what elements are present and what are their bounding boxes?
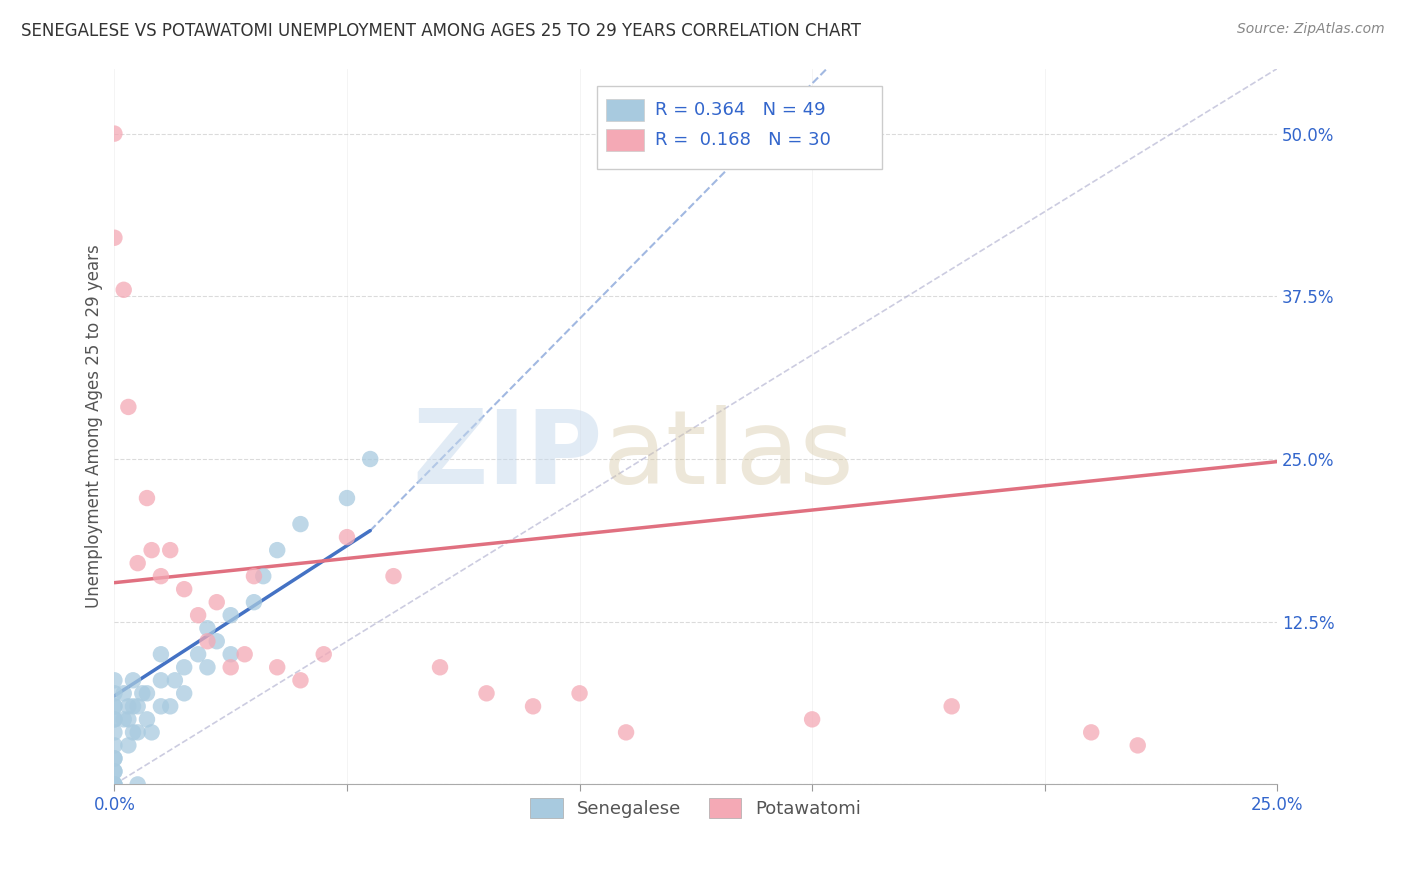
Point [103,777,125,791]
Point [136,491,159,505]
Point [112,283,135,297]
Point [149,673,172,688]
Point [614,725,637,739]
Point [149,647,172,661]
Point [197,621,219,635]
Point [122,673,145,688]
Point [149,569,172,583]
Point [219,660,242,674]
Point [1126,739,1149,753]
Point [159,543,181,558]
Point [429,660,451,674]
Point [103,673,125,688]
Point [103,764,125,779]
Text: R =  0.168   N = 30: R = 0.168 N = 30 [655,131,831,149]
Point [103,777,125,791]
Point [173,686,195,700]
Point [266,543,288,558]
Point [136,712,159,726]
Point [475,686,498,700]
Point [312,647,335,661]
Text: atlas: atlas [603,405,855,506]
Point [103,699,125,714]
Point [103,777,125,791]
Point [103,699,125,714]
Point [103,712,125,726]
Legend: Senegalese, Potawatomi: Senegalese, Potawatomi [523,791,869,825]
Point [122,725,145,739]
Point [243,595,266,609]
Point [103,739,125,753]
FancyBboxPatch shape [598,87,882,169]
FancyBboxPatch shape [606,129,644,151]
Point [336,491,359,505]
Point [103,712,125,726]
Point [233,647,256,661]
Point [117,712,139,726]
Text: ZIP: ZIP [412,405,603,506]
Point [127,725,149,739]
Point [173,582,195,597]
Point [127,556,149,570]
Point [131,686,153,700]
Point [112,712,135,726]
Point [141,725,163,739]
Point [266,660,288,674]
Point [243,569,266,583]
Point [187,608,209,623]
Point [252,569,274,583]
Point [173,660,195,674]
Point [159,699,181,714]
Point [336,530,359,544]
Point [149,699,172,714]
FancyBboxPatch shape [606,99,644,120]
Text: R = 0.364   N = 49: R = 0.364 N = 49 [655,101,825,119]
Point [103,231,125,245]
Point [103,686,125,700]
Point [205,595,228,609]
Point [941,699,963,714]
Point [197,634,219,648]
Point [290,673,312,688]
Point [205,634,228,648]
Text: Source: ZipAtlas.com: Source: ZipAtlas.com [1237,22,1385,37]
Point [187,647,209,661]
Point [290,517,312,532]
Point [117,400,139,414]
Point [136,686,159,700]
Point [382,569,405,583]
Point [141,543,163,558]
Point [163,673,186,688]
Point [112,686,135,700]
Point [359,452,381,467]
Point [122,699,145,714]
Text: SENEGALESE VS POTAWATOMI UNEMPLOYMENT AMONG AGES 25 TO 29 YEARS CORRELATION CHAR: SENEGALESE VS POTAWATOMI UNEMPLOYMENT AM… [21,22,860,40]
Point [103,127,125,141]
Point [103,764,125,779]
Point [197,660,219,674]
Point [219,647,242,661]
Y-axis label: Unemployment Among Ages 25 to 29 years: Unemployment Among Ages 25 to 29 years [86,244,103,608]
Point [117,699,139,714]
Point [219,608,242,623]
Point [801,712,824,726]
Point [568,686,591,700]
Point [117,739,139,753]
Point [1080,725,1102,739]
Point [103,725,125,739]
Point [127,777,149,791]
Point [522,699,544,714]
Point [103,751,125,765]
Point [127,699,149,714]
Point [103,751,125,765]
